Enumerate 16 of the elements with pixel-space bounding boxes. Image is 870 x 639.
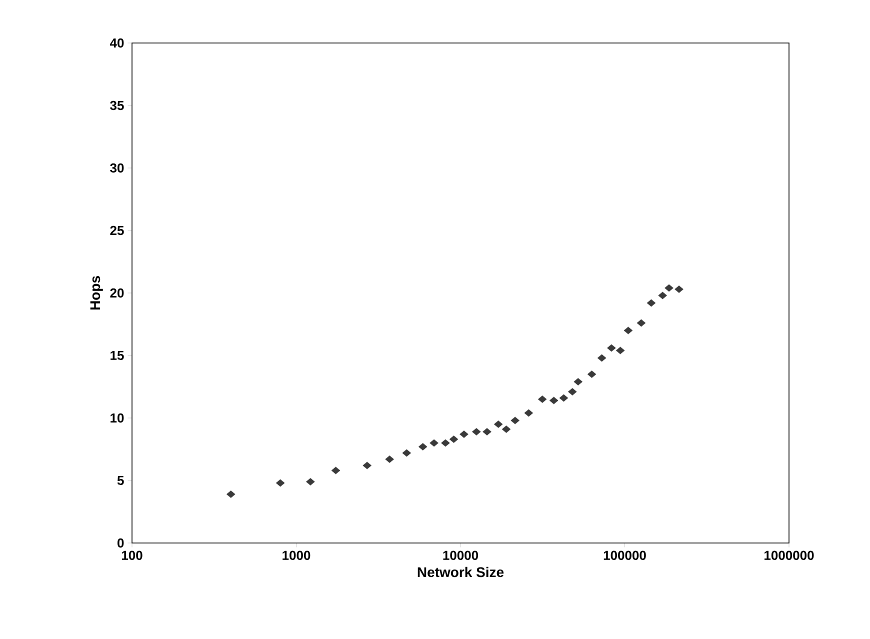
x-tick-label: 1000000 [764, 550, 814, 560]
x-tick-label: 1000 [282, 550, 310, 560]
y-tick-label: 15 [110, 350, 124, 360]
x-tick-label: 100000 [604, 550, 646, 560]
x-axis-title: Network Size [418, 566, 504, 578]
y-tick-label: 30 [110, 163, 124, 173]
y-tick-label: 25 [110, 226, 124, 236]
y-tick-label: 20 [110, 288, 124, 298]
y-axis-title: Hops [90, 276, 103, 310]
y-tick-label: 40 [110, 38, 124, 48]
y-tick-label: 35 [110, 100, 124, 110]
x-tick-label: 100 [122, 550, 142, 560]
y-tick-label: 10 [110, 413, 124, 423]
y-tick-label: 5 [117, 476, 124, 486]
y-tick-label: 0 [118, 538, 124, 548]
x-tick-label: 10000 [443, 550, 478, 560]
